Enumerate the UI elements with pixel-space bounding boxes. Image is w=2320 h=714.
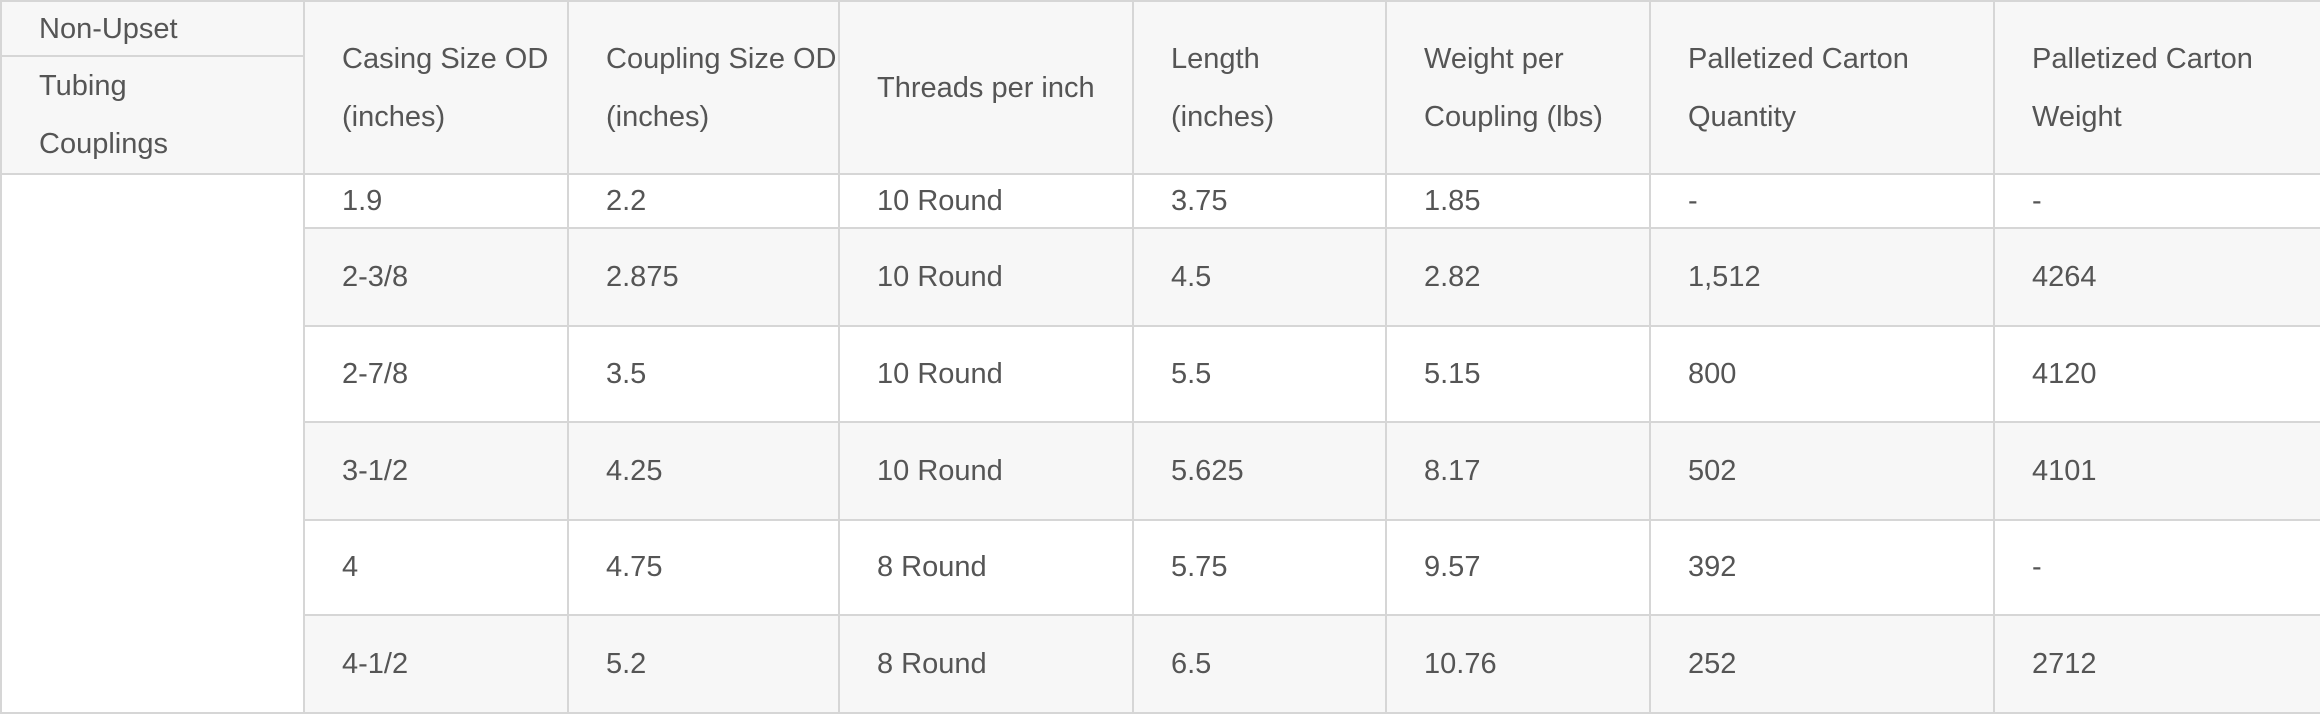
cell-casing-size: 1.9 bbox=[303, 173, 569, 229]
cell-threads: 10 Round bbox=[838, 227, 1134, 327]
cell-carton-weight: 4264 bbox=[1993, 227, 2320, 327]
cell-weight: 2.82 bbox=[1385, 227, 1651, 327]
cell-coupling-size: 3.5 bbox=[567, 325, 840, 423]
corner-header-non-upset: Non-Upset bbox=[0, 0, 305, 57]
header-carton-weight: Palletized Carton Weight bbox=[1993, 0, 2320, 175]
cell-coupling-size: 2.2 bbox=[567, 173, 840, 229]
cell-carton-weight: 4120 bbox=[1993, 325, 2320, 423]
cell-carton-quantity: 502 bbox=[1649, 421, 1995, 521]
cell-coupling-size: 2.875 bbox=[567, 227, 840, 327]
table-row: 4-1/2 5.2 8 Round 6.5 10.76 252 2712 bbox=[1, 614, 2320, 714]
header-coupling-size: Coupling Size OD (inches) bbox=[567, 0, 840, 175]
cell-casing-size: 2-3/8 bbox=[303, 227, 569, 327]
cell-weight: 9.57 bbox=[1385, 519, 1651, 616]
cell-threads: 8 Round bbox=[838, 519, 1134, 616]
cell-carton-weight: - bbox=[1993, 173, 2320, 229]
cell-carton-weight: 4101 bbox=[1993, 421, 2320, 521]
cell-carton-quantity: 800 bbox=[1649, 325, 1995, 423]
cell-carton-quantity: - bbox=[1649, 173, 1995, 229]
table-row: 2-7/8 3.5 10 Round 5.5 5.15 800 4120 bbox=[1, 325, 2320, 423]
cell-coupling-size: 5.2 bbox=[567, 614, 840, 714]
header-length: Length (inches) bbox=[1132, 0, 1387, 175]
cell-carton-weight: - bbox=[1993, 519, 2320, 616]
cell-length: 5.625 bbox=[1132, 421, 1387, 521]
corner-header-tubing-couplings: Tubing Couplings bbox=[0, 55, 305, 175]
cell-carton-quantity: 392 bbox=[1649, 519, 1995, 616]
cell-threads: 10 Round bbox=[838, 421, 1134, 521]
cell-casing-size: 3-1/2 bbox=[303, 421, 569, 521]
cell-coupling-size: 4.25 bbox=[567, 421, 840, 521]
header-casing-size: Casing Size OD (inches) bbox=[303, 0, 569, 175]
cell-weight: 1.85 bbox=[1385, 173, 1651, 229]
cell-length: 5.75 bbox=[1132, 519, 1387, 616]
header-threads: Threads per inch bbox=[838, 0, 1134, 175]
cell-carton-quantity: 1,512 bbox=[1649, 227, 1995, 327]
cell-casing-size: 4 bbox=[303, 519, 569, 616]
cell-length: 5.5 bbox=[1132, 325, 1387, 423]
cell-weight: 10.76 bbox=[1385, 614, 1651, 714]
blank-cell bbox=[0, 173, 305, 714]
cell-casing-size: 4-1/2 bbox=[303, 614, 569, 714]
cell-carton-quantity: 252 bbox=[1649, 614, 1995, 714]
table-row: 1.9 2.2 10 Round 3.75 1.85- - bbox=[0, 173, 2320, 714]
cell-carton-weight: 2712 bbox=[1993, 614, 2320, 714]
cell-weight: 8.17 bbox=[1385, 421, 1651, 521]
cell-weight: 5.15 bbox=[1385, 325, 1651, 423]
header-weight: Weight per Coupling (lbs) bbox=[1385, 0, 1651, 175]
cell-length: 6.5 bbox=[1132, 614, 1387, 714]
cell-coupling-size: 4.75 bbox=[567, 519, 840, 616]
cell-casing-size: 2-7/8 bbox=[303, 325, 569, 423]
header-carton-quantity: Palletized Carton Quantity bbox=[1649, 0, 1995, 175]
table-row: 2-3/8 2.875 10 Round 4.5 2.82 1,512 4264 bbox=[1, 227, 2320, 327]
cell-threads: 8 Round bbox=[838, 614, 1134, 714]
cell-threads: 10 Round bbox=[838, 325, 1134, 423]
cell-length: 3.75 bbox=[1132, 173, 1387, 229]
table-row: 3-1/2 4.25 10 Round 5.625 8.17 502 4101 bbox=[1, 421, 2320, 521]
table-row: 4 4.75 8 Round 5.75 9.57 392- bbox=[1, 519, 2320, 616]
cell-length: 4.5 bbox=[1132, 227, 1387, 327]
cell-threads: 10 Round bbox=[838, 173, 1134, 229]
